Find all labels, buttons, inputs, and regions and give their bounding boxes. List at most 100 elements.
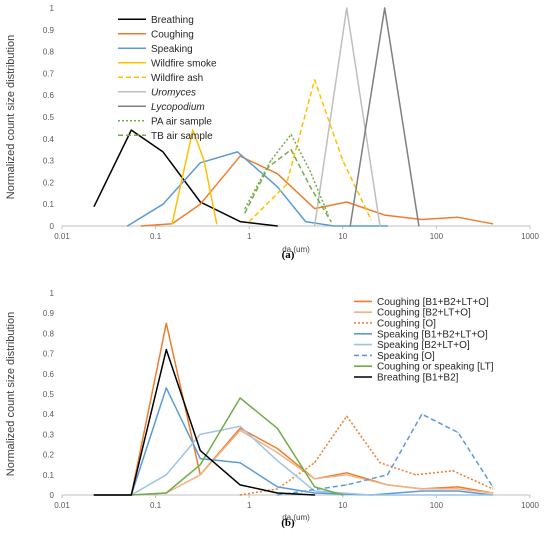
x-tick-label: 10 [338, 501, 347, 510]
data-point [270, 160, 272, 162]
series-line-7 [349, 7, 420, 227]
x-tick-label: 0.01 [54, 501, 70, 510]
data-point [244, 212, 246, 214]
data-point [290, 133, 292, 136]
legend-entry-label: Wildfire smoke [151, 58, 217, 69]
y-tick-label: 0.6 [43, 370, 55, 379]
data-point [199, 201, 201, 203]
series-line-5 [130, 425, 493, 496]
x-tick-label: 0.01 [54, 232, 70, 241]
data-point [304, 221, 307, 223]
data-point [276, 447, 278, 450]
data-point [386, 484, 389, 486]
data-point [314, 79, 316, 81]
data-point [267, 166, 269, 168]
legend: Coughing [B1+B2+LT+O]Coughing [B2+LT+O]C… [354, 297, 494, 384]
data-point [199, 203, 201, 205]
data-point [379, 462, 381, 464]
data-point [457, 216, 459, 218]
data-point [239, 484, 241, 486]
data-point [333, 225, 335, 227]
data-point [492, 486, 494, 488]
legend-entry-label: Speaking [O] [377, 351, 435, 362]
legend-entry-label: Speaking [B2+LT+O] [377, 340, 470, 351]
series-line-5 [248, 79, 372, 223]
data-point [130, 129, 132, 131]
data-point [140, 225, 142, 227]
data-point [93, 205, 95, 207]
y-tick-label: 0.2 [43, 178, 55, 187]
series-line-6 [313, 7, 381, 227]
data-point [276, 173, 278, 175]
x-tick-label: 1000 [521, 501, 539, 510]
x-tick-label: 100 [430, 232, 444, 241]
data-point [276, 494, 278, 496]
data-point [162, 203, 164, 205]
data-point [346, 201, 348, 203]
data-point [248, 221, 250, 223]
data-point [203, 160, 205, 162]
data-point [276, 427, 278, 429]
data-point [457, 486, 459, 488]
x-tick-label: 10 [338, 232, 347, 241]
y-tick-label: 1 [50, 4, 55, 13]
data-point [239, 221, 241, 223]
y-tick-label: 0.2 [43, 451, 55, 460]
data-point [236, 151, 239, 153]
legend-entry-label: Coughing [B1+B2+LT+O] [377, 297, 489, 308]
data-point [379, 225, 381, 227]
y-tick-label: 0.7 [43, 69, 55, 78]
data-point [171, 223, 173, 225]
data-point [165, 348, 167, 351]
y-tick-label: 0.7 [43, 350, 55, 359]
legend-entry-label: Wildfire ash [151, 73, 203, 84]
data-point [386, 474, 389, 476]
data-point [457, 490, 459, 492]
chart-a: 0.01 0.1 1 10 100 1000 0 0.1 0.2 0.3 0.4 0.5 0.6 0.7 0… [5, 4, 539, 261]
legend-entry-label: Coughing [151, 29, 194, 40]
x-axis-title: da (um) [282, 245, 310, 254]
y-tick-label: 0.8 [43, 48, 55, 57]
x-tick-label: 0.1 [150, 232, 162, 241]
data-point [93, 494, 95, 496]
data-point [165, 474, 167, 476]
data-point [370, 218, 372, 221]
legend-entry-label: Coughing or speaking [LT] [377, 362, 494, 373]
x-tick-label: 0.1 [150, 501, 162, 510]
series-line-2 [141, 155, 493, 227]
data-point [126, 225, 129, 227]
series-line-4 [171, 129, 218, 224]
data-point [384, 7, 386, 9]
data-point [239, 427, 241, 429]
data-point [314, 494, 316, 496]
legend: Breathing Coughing Speaking Wildfire smoke W… [118, 15, 217, 142]
data-point [162, 151, 164, 153]
data-point [342, 494, 344, 496]
legend-entry-label: Breathing [B1+B2] [377, 373, 459, 384]
data-point [199, 458, 201, 460]
series-line-8 [94, 348, 315, 496]
y-tick-label: 0.5 [43, 390, 55, 399]
series-line-2 [131, 429, 493, 496]
y-tick-label: 0.5 [43, 113, 55, 122]
data-point [239, 494, 241, 496]
x-tick-label: 1000 [521, 232, 539, 241]
data-point [199, 474, 201, 476]
data-point [165, 492, 167, 494]
data-point [346, 484, 348, 486]
legend-entry-label: Speaking [151, 44, 193, 55]
data-point [309, 186, 311, 188]
x-tick-label: 1 [247, 501, 252, 510]
data-point [415, 474, 417, 476]
data-point [239, 397, 241, 399]
data-point [285, 183, 288, 186]
y-tick-label: 0 [50, 491, 55, 500]
data-point [370, 494, 372, 496]
data-point [492, 223, 494, 225]
data-point [330, 221, 332, 223]
series-line-6 [277, 413, 494, 496]
data-point [309, 170, 311, 173]
panel-caption: (a) [282, 249, 295, 261]
legend-entry-label: Uromyces [151, 87, 196, 98]
